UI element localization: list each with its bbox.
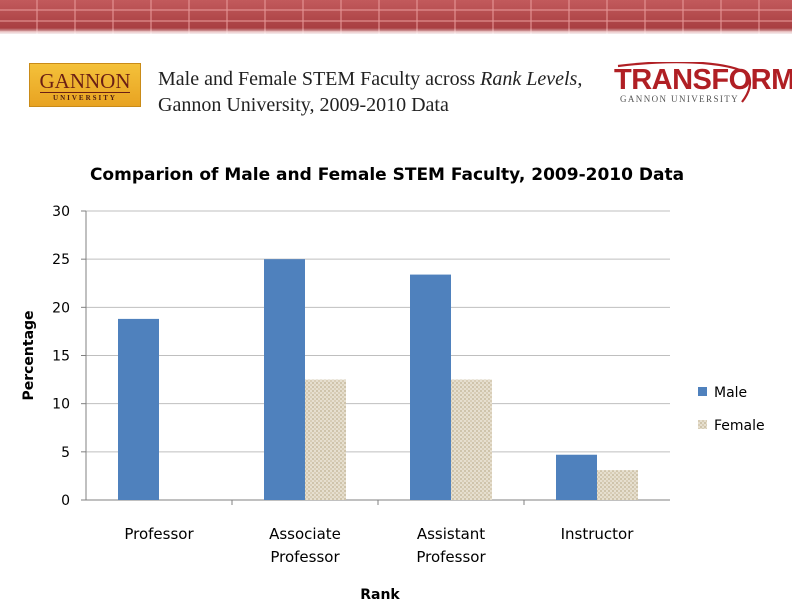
x-tick-label: Professor xyxy=(416,548,486,566)
title-italic-levels: Levels xyxy=(526,68,578,90)
transform-logo: TRANSFORM GANNON UNIVERSITY xyxy=(606,62,792,110)
transform-logo-word: TRANSFORM xyxy=(614,64,792,96)
legend-swatch-female xyxy=(698,420,707,429)
transform-swoosh-icon xyxy=(617,62,752,103)
gannon-university-logo: GANNON UNIVERSITY xyxy=(29,63,141,107)
gannon-logo-sub: UNIVERSITY xyxy=(53,94,117,102)
y-tick-label: 10 xyxy=(52,397,70,413)
y-axis-label: Percentage xyxy=(21,310,37,400)
x-tick-label: Instructor xyxy=(561,525,635,543)
x-tick-label: Professor xyxy=(270,548,340,566)
title-text-2: , Gannon University, 2009-2010 Data xyxy=(158,68,583,116)
slide-title: Male and Female STEM Faculty across Rank… xyxy=(158,66,608,118)
gannon-logo-rule xyxy=(40,92,130,93)
title-italic-rank: Rank xyxy=(480,68,522,90)
y-tick-label: 5 xyxy=(61,445,70,461)
bar-male-instructor xyxy=(556,454,597,500)
legend-swatch-male xyxy=(698,387,707,396)
y-tick-label: 0 xyxy=(61,493,70,509)
bar-male-assistant-professor xyxy=(410,274,451,500)
bar-male-associate-professor xyxy=(264,259,305,500)
transform-logo-sub: GANNON UNIVERSITY xyxy=(620,94,740,104)
bar-female-assistant-professor xyxy=(451,379,492,500)
x-tick-label: Professor xyxy=(124,525,194,543)
title-text-1: Male and Female STEM Faculty across xyxy=(158,68,481,90)
bar-female-instructor xyxy=(597,470,638,500)
x-axis-label: Rank xyxy=(360,587,400,603)
legend-label-male: Male xyxy=(714,385,747,401)
legend-label-female: Female xyxy=(714,418,765,434)
y-tick-label: 25 xyxy=(52,252,70,268)
faculty-bar-chart: Comparion of Male and Female STEM Facult… xyxy=(21,165,765,603)
x-tick-label: Assistant xyxy=(417,525,485,543)
header-brick-banner xyxy=(0,0,792,34)
bar-male-professor xyxy=(118,318,159,500)
x-tick-label: Associate xyxy=(269,525,341,543)
chart-title: Comparion of Male and Female STEM Facult… xyxy=(90,165,684,185)
y-tick-label: 20 xyxy=(52,300,70,316)
gannon-logo-name: GANNON xyxy=(39,69,131,93)
bar-female-associate-professor xyxy=(305,379,346,500)
y-tick-label: 30 xyxy=(52,204,70,220)
y-tick-label: 15 xyxy=(52,349,70,365)
